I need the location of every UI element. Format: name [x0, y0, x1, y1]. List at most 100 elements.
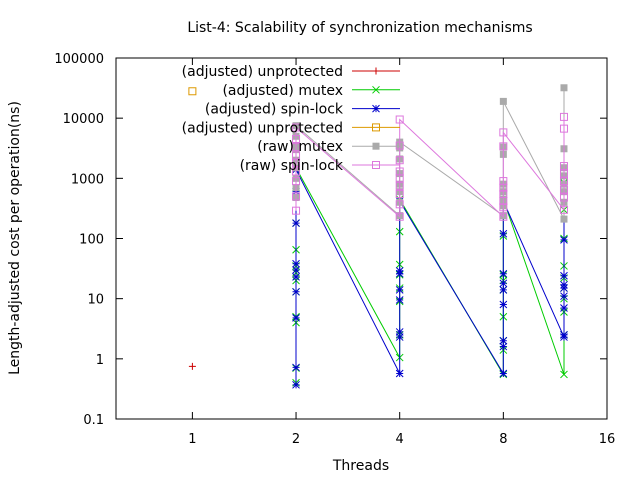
data-point	[499, 342, 508, 351]
data-point	[559, 205, 568, 214]
x-axis-title: Threads	[332, 458, 389, 474]
x-tick-label: 16	[599, 432, 616, 447]
data-point	[292, 167, 301, 176]
data-point	[395, 156, 404, 165]
legend-label: (adjusted) spin-lock	[205, 102, 344, 118]
legend-label: (adjusted) mutex	[222, 83, 343, 99]
data-point	[395, 286, 404, 294]
data-point	[395, 266, 404, 275]
data-point	[499, 286, 508, 294]
data-point	[395, 296, 404, 304]
legend-label: (adjusted) unprotected	[182, 64, 343, 80]
y-tick-label: 10	[87, 293, 104, 308]
data-point	[560, 331, 568, 339]
data-point	[559, 169, 568, 178]
y-axis-title: Length-adjusted cost per operation(ns)	[7, 101, 23, 375]
data-point	[560, 271, 568, 280]
data-point	[395, 333, 404, 341]
data-point	[560, 304, 568, 312]
plot-marks	[188, 84, 568, 389]
x-tick-label: 2	[292, 432, 300, 447]
data-point	[292, 259, 300, 268]
data-point	[560, 370, 568, 379]
data-point	[292, 151, 301, 160]
data-point	[559, 177, 568, 186]
data-point	[395, 141, 404, 150]
data-point	[499, 269, 508, 278]
data-point	[292, 266, 300, 274]
data-point	[292, 158, 301, 167]
series-0	[188, 362, 196, 370]
data-point	[499, 212, 508, 221]
data-point	[395, 167, 404, 176]
data-point	[292, 135, 301, 144]
data-point	[292, 219, 300, 227]
data-point	[292, 363, 300, 372]
series-3	[188, 87, 197, 96]
legend-marker	[372, 67, 380, 75]
legend-marker	[372, 123, 380, 132]
legend-marker	[372, 85, 380, 94]
data-point	[560, 280, 568, 289]
data-point	[559, 162, 568, 171]
data-point	[292, 287, 300, 296]
data-point	[499, 177, 508, 186]
y-tick-label: 100	[79, 233, 104, 248]
legend-label: (raw) mutex	[257, 139, 343, 155]
chart-title: List-4: Scalability of synchronization m…	[187, 20, 532, 36]
data-point	[499, 189, 508, 198]
series-line	[295, 167, 565, 383]
data-point	[559, 185, 568, 194]
data-point	[499, 128, 508, 137]
data-point	[559, 124, 568, 133]
legend-label: (adjusted) unprotected	[182, 120, 343, 136]
y-tick-label: 0.1	[83, 413, 104, 428]
data-point	[292, 273, 300, 281]
data-point	[560, 235, 568, 244]
data-point	[499, 97, 507, 105]
series-1	[292, 163, 568, 387]
data-point	[395, 328, 404, 336]
data-point	[499, 369, 508, 378]
data-point	[560, 215, 568, 223]
data-point	[395, 212, 404, 221]
data-point	[559, 112, 568, 121]
data-point	[292, 380, 300, 389]
data-point	[292, 206, 301, 215]
data-point	[560, 84, 568, 92]
legend: (adjusted) unprotected (adjusted) mutex (a…	[182, 64, 400, 174]
data-point	[395, 181, 404, 190]
data-point	[499, 279, 508, 288]
data-point	[188, 362, 196, 370]
y-axis: 0.1 1 10 100 1000 10000 100000	[54, 52, 607, 428]
data-point	[499, 229, 508, 238]
data-point	[292, 313, 300, 322]
legend-marker	[372, 104, 380, 113]
legend-marker	[372, 142, 380, 150]
data-point	[499, 300, 508, 309]
data-point	[292, 123, 301, 132]
data-point	[395, 115, 404, 124]
y-tick-label: 1	[96, 353, 104, 368]
x-axis: 1 2 4 8 16	[188, 58, 615, 447]
data-point	[395, 369, 404, 378]
data-point	[292, 177, 301, 186]
x-tick-label: 1	[188, 432, 196, 447]
data-point	[499, 142, 508, 151]
data-point	[188, 87, 197, 96]
y-tick-label: 100000	[54, 52, 104, 67]
x-tick-label: 4	[396, 432, 404, 447]
data-point	[559, 193, 568, 202]
y-tick-label: 1000	[71, 172, 104, 187]
plot-frame	[115, 57, 608, 420]
series-5	[292, 112, 568, 221]
x-tick-label: 8	[499, 432, 507, 447]
series-line	[295, 169, 565, 385]
data-point	[395, 200, 404, 209]
data-point	[499, 336, 508, 345]
legend-label: (raw) spin-lock	[240, 158, 344, 174]
data-point	[292, 143, 301, 152]
data-point	[560, 292, 568, 301]
data-point	[292, 192, 301, 201]
